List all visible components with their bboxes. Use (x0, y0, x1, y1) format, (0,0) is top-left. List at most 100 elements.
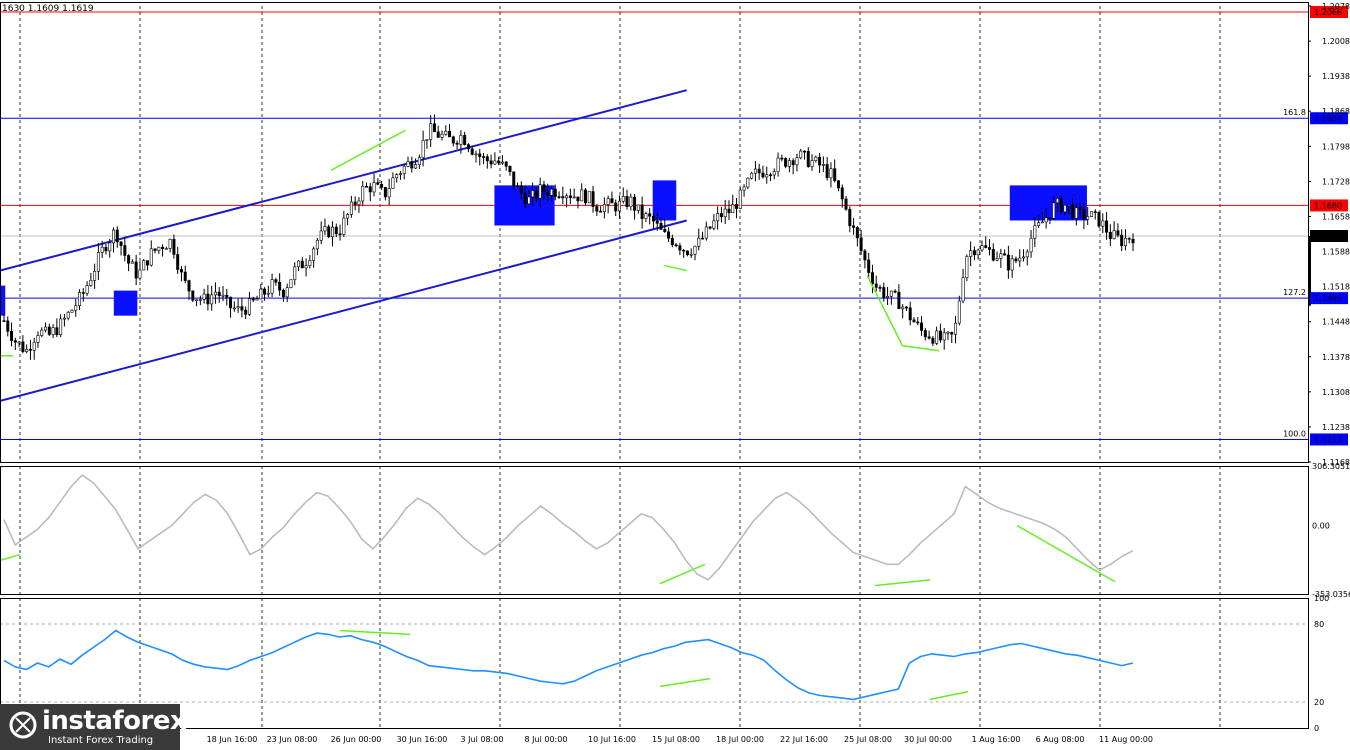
candle-body (583, 189, 587, 204)
candle-body (319, 230, 323, 241)
candle-body (244, 309, 248, 315)
level-label-bg (1310, 6, 1348, 19)
candle-body (1037, 222, 1041, 226)
price-tick-label: 1.1658 (1322, 212, 1350, 221)
rsi-series (0, 623, 1308, 703)
candle-body (674, 244, 678, 247)
candle-body (1082, 209, 1086, 220)
candle-body (802, 150, 806, 153)
candle-body (942, 332, 946, 341)
candle-body (1093, 211, 1097, 213)
candle-body (617, 200, 621, 212)
level-label-bg (1310, 199, 1348, 212)
candle-body (130, 261, 134, 264)
candle-body (904, 306, 908, 309)
pane-frame (0, 598, 1309, 729)
candle-body (776, 157, 780, 172)
candle-body (66, 311, 70, 319)
candle-body (134, 261, 138, 279)
candle-body (349, 201, 353, 215)
watermark-tagline: Instant Forex Trading (48, 735, 154, 746)
instaforex-logo-icon (9, 711, 37, 739)
candle-body (731, 204, 735, 214)
candle-body (576, 196, 580, 202)
candle-body (153, 248, 157, 251)
candle-body (753, 168, 757, 174)
candle-body (32, 342, 36, 351)
rsi-divergence-line (929, 690, 969, 701)
candle-body (1063, 204, 1067, 213)
candle-body (716, 213, 720, 222)
candle-body (852, 225, 856, 228)
candle-body (863, 250, 867, 261)
candle-body (172, 239, 176, 255)
ohlc-readout: 1630 1.1609 1.1619 (2, 4, 94, 14)
candle-body (504, 161, 508, 167)
time-tick-label: 11 Aug 00:00 (1099, 735, 1153, 744)
candle-body (47, 326, 51, 335)
candle-body (542, 184, 546, 192)
candle-body (550, 188, 554, 196)
candle-body (459, 135, 463, 145)
candle-body (870, 272, 874, 285)
candle-body (908, 307, 912, 321)
candle-body (757, 168, 761, 174)
candle-body (761, 172, 765, 178)
watermark-brand: instaforex (42, 706, 187, 736)
candle-body (950, 331, 954, 335)
candle-body (361, 185, 365, 202)
candle-body (1014, 258, 1018, 262)
candle-body (1074, 207, 1078, 219)
signal-box (113, 290, 138, 316)
candle-body (916, 321, 920, 324)
candle-body (104, 246, 108, 252)
candle-body (308, 260, 312, 266)
candle-body (142, 260, 146, 271)
candle-body (198, 299, 202, 301)
candle-body (342, 217, 346, 235)
channel-line-upper (0, 89, 687, 272)
trend-channel (0, 89, 687, 402)
candle-body (28, 349, 32, 351)
candle-body (1067, 204, 1071, 207)
candle-body (886, 296, 890, 298)
candle-body (738, 189, 742, 209)
rsi-divergence-line (339, 629, 411, 636)
price-tick-label: 1.1238 (1322, 423, 1350, 432)
candle-body (810, 160, 814, 167)
candle-body (991, 249, 995, 261)
candle-body (636, 204, 640, 211)
candle-body (625, 196, 629, 207)
horizontal-levels: 161.8 127.2 100.0 (0, 11, 1308, 440)
time-tick-label: 15 Jul 08:00 (652, 735, 700, 744)
candle-body (1059, 198, 1063, 213)
candle-body (546, 191, 550, 196)
price-tick-label: 1.1448 (1322, 318, 1350, 327)
candle-body (508, 165, 512, 173)
candle-body (466, 144, 470, 150)
candle-body (659, 222, 663, 230)
candle-body (599, 210, 603, 213)
candle-body (240, 306, 244, 311)
candle-body (206, 293, 210, 305)
candle-body (746, 177, 750, 188)
candle-body (829, 168, 833, 179)
candle-body (425, 139, 429, 141)
candle-body (410, 161, 414, 169)
candle-body (293, 266, 297, 280)
signal-box (652, 180, 677, 221)
candle-body (266, 292, 270, 295)
candle-body (1097, 211, 1101, 227)
candle-body (765, 174, 769, 178)
rsi-tick-label: 80 (1314, 620, 1324, 629)
candle-body (138, 269, 142, 279)
cci-line (3, 473, 1134, 581)
candle-body (938, 330, 942, 341)
candle-body (923, 330, 927, 338)
candle-body (274, 279, 278, 283)
candle-body (954, 322, 958, 335)
candle-body (651, 215, 655, 222)
candle-body (112, 229, 116, 244)
rsi-line (3, 629, 1134, 701)
